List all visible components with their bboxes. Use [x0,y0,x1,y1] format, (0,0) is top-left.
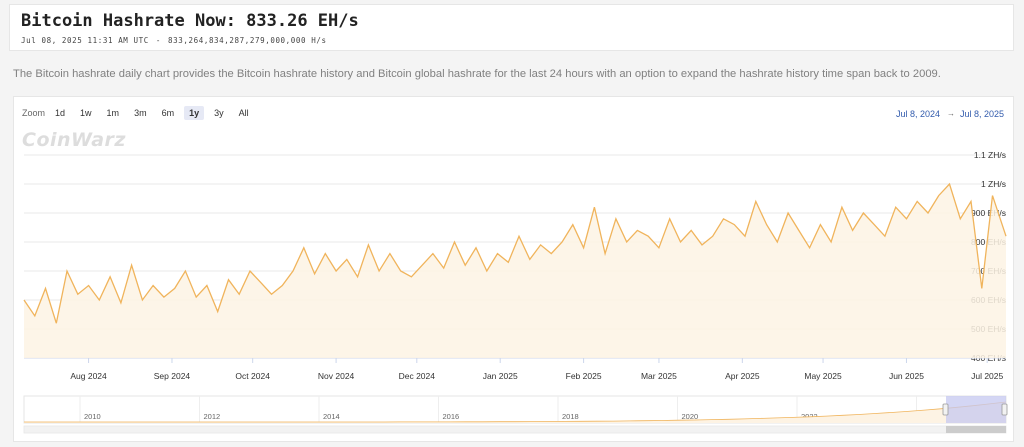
x-tick-label: Jun 2025 [889,371,924,381]
x-tick-label: Feb 2025 [566,371,602,381]
chart-description: The Bitcoin hashrate daily chart provide… [13,68,941,80]
page-title: Bitcoin Hashrate Now: 833.26 EH/s [21,11,359,31]
navigator-tick-label: 2020 [682,412,699,421]
zoom-all-button[interactable]: All [238,108,249,118]
zoom-3m-button[interactable]: 3m [134,108,147,118]
navigator-tick-label: 2016 [443,412,460,421]
navigator-left-handle[interactable] [942,403,949,416]
navigator-line [24,401,1007,423]
hashrate-area [24,184,1006,358]
y-tick-label: 900 EH/s [971,208,1006,218]
range-to-input[interactable]: Jul 8, 2025 [960,109,1005,119]
y-tick-label: 1 ZH/s [981,179,1006,189]
navigator-tick-label: 2012 [204,412,221,421]
x-tick-label: Jan 2025 [483,371,518,381]
hashrate-line [23,182,1007,324]
separator: - [155,36,162,45]
zoom-1w-button[interactable]: 1w [80,108,92,118]
navigator-right-handle[interactable] [1001,403,1008,416]
navigator-tick-label: 2018 [562,412,579,421]
navigator-area [24,402,1006,423]
range-arrow: → [947,109,955,118]
navigator-tick-label: 2014 [323,412,340,421]
zoom-3y-button[interactable]: 3y [214,108,224,118]
zoom-1m-button[interactable]: 1m [106,108,120,118]
zoom-1y-button[interactable]: 1y [184,106,205,120]
header-card: Bitcoin Hashrate Now: 833.26 EH/s Jul 08… [9,4,1014,51]
x-tick-label: Apr 2025 [725,371,760,381]
x-tick-label: Oct 2024 [235,371,270,381]
zoom-label: Zoom [22,108,46,118]
x-tick-label: May 2025 [804,371,842,381]
hashrate-subline: Jul 08, 2025 11:31 AM UTC -833,264,834,28… [21,36,327,45]
range-from-input[interactable]: Jul 8, 2024 [896,109,941,119]
x-tick-label: Dec 2024 [399,371,436,381]
x-tick-label: Mar 2025 [641,371,677,381]
x-tick-label: Aug 2024 [70,371,107,381]
zoom-1d-button[interactable]: 1d [55,108,66,118]
coinwarz-watermark-logo: CoinWarz [22,129,126,151]
navigator-selection[interactable] [946,396,1006,423]
scrollbar-track [23,425,1007,434]
zoom-6m-button[interactable]: 6m [161,108,175,118]
x-tick-label: Nov 2024 [318,371,355,381]
scrollbar-thumb[interactable] [946,426,1006,433]
raw-hashrate: 833,264,834,287,279,000,000 H/s [168,36,327,45]
x-tick-label: Jul 2025 [971,371,1003,381]
x-tick-label: Sep 2024 [154,371,191,381]
zoom-bar: Zoom 1d 1w 1m 3m 6m 1y 3y All [22,105,259,121]
timestamp: Jul 08, 2025 11:31 AM UTC [21,36,149,45]
y-tick-label: 1.1 ZH/s [974,150,1006,160]
navigator-tick-label: 2010 [84,412,101,421]
